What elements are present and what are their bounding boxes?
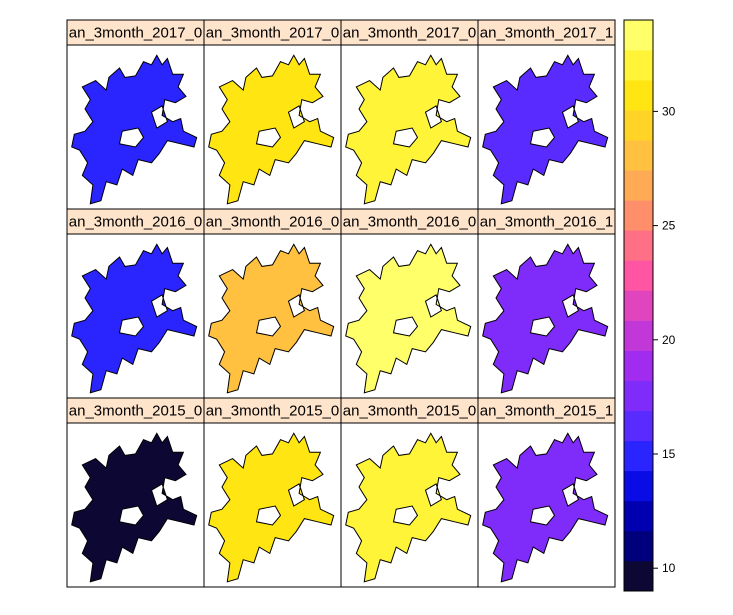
colorbar-swatch [624,290,653,321]
map-panel: an_3month_2015_0 [203,397,342,588]
panel-strip-label: an_3month_2017_0 [343,25,476,42]
colorbar-swatch [624,320,653,351]
map-panel: an_3month_2017_0 [340,19,479,210]
map-panel: an_3month_2015_1 [477,397,616,588]
panel-strip [66,19,205,46]
colorbar-swatch [624,140,653,171]
map-region [208,432,335,583]
map-panel: an_3month_2017_1 [477,19,616,210]
map-region [208,243,335,394]
panel-strip-label: an_3month_2015_0 [69,403,202,420]
map-panel: an_3month_2017_0 [66,19,205,210]
colorbar-swatch [624,20,653,51]
colorbar-swatch [624,260,653,291]
panel-strip-label: an_3month_2017_0 [69,25,202,42]
map-panel: an_3month_2016_0 [340,208,479,399]
panel-strip-label: an_3month_2016_1 [480,214,613,231]
colorbar-swatch [624,560,653,592]
colorbar-tick-label: 15 [662,447,676,461]
map-region [345,432,472,583]
map-panel: an_3month_2016_0 [203,208,342,399]
map-panel: an_3month_2015_0 [66,397,205,588]
panel-strip [203,19,342,46]
panel-strip-label: an_3month_2015_1 [480,403,613,420]
colorbar-swatch [624,410,653,442]
panel-strip [203,397,342,424]
colorbar-swatch [624,350,653,381]
colorbar-swatch [624,170,653,201]
panels-layer: an_3month_2017_0 an_3month_2017_0 an_3mont… [66,19,616,588]
panel-strip-label: an_3month_2017_1 [480,25,613,42]
panel-strip-label: an_3month_2016_0 [343,214,476,231]
panel-strip-label: an_3month_2015_0 [206,403,339,420]
colorbar-swatch [624,380,653,411]
colorbar-swatch [624,50,653,81]
colorbar-swatch [624,500,653,532]
panel-strip [203,208,342,235]
colorbar-tick-label: 30 [662,104,676,118]
panel-strip-label: an_3month_2016_0 [206,214,339,231]
colorbar-swatch [624,230,653,261]
map-region [482,54,609,205]
panel-strip [66,397,205,424]
colorbar: 10 15 20 25 30 [623,19,676,592]
map-region [482,243,609,394]
panel-strip-label: an_3month_2016_0 [69,214,202,231]
map-region [71,54,198,205]
colorbar-frame [623,19,654,592]
colorbar-swatch [624,80,653,111]
map-region [71,432,198,583]
panel-strip-label: an_3month_2017_0 [206,25,339,42]
panel-strip [66,208,205,235]
colorbar-swatch [624,470,653,502]
panel-strip [477,19,616,46]
map-region [345,243,472,394]
colorbar-swatch [624,440,653,472]
map-panel: an_3month_2016_1 [477,208,616,399]
colorbar-swatch [624,530,653,562]
map-region [345,54,472,205]
panel-strip [340,397,479,424]
map-panel: an_3month_2015_0 [340,397,479,588]
colorbar-swatch [624,110,653,141]
panel-strip [477,208,616,235]
map-region [208,54,335,205]
map-panel: an_3month_2017_0 [203,19,342,210]
colorbar-swatch [624,200,653,231]
colorbar-tick-label: 25 [662,219,676,233]
panel-strip [340,208,479,235]
colorbar-tick-label: 10 [662,561,676,575]
panel-strip-label: an_3month_2015_0 [343,403,476,420]
map-region [482,432,609,583]
colorbar-tick-label: 20 [662,333,676,347]
map-panel: an_3month_2016_0 [66,208,205,399]
map-region [71,243,198,394]
